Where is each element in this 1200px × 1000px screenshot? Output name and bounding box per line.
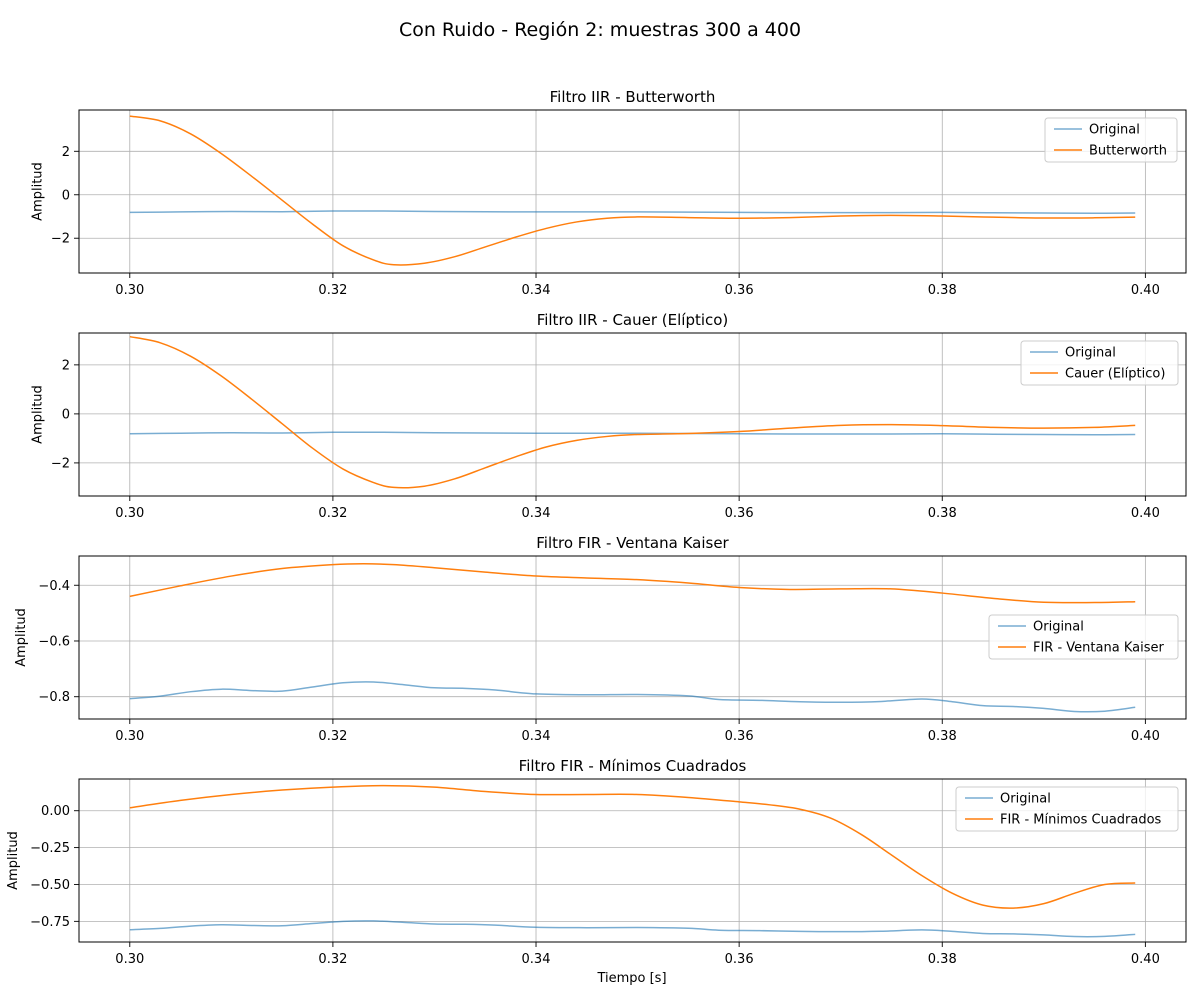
x-tick-label: 0.38 [928, 952, 957, 967]
y-axis-label: Amplitud [31, 385, 46, 444]
legend-box [955, 786, 1179, 832]
x-tick-label: 0.40 [1131, 729, 1160, 744]
subplot-title: Filtro IIR - Butterworth [550, 88, 716, 106]
legend-label: Cauer (Elíptico) [1065, 367, 1165, 382]
figure-suptitle: Con Ruido - Región 2: muestras 300 a 400 [399, 19, 801, 41]
legend-box [1020, 340, 1179, 386]
x-tick-label: 0.32 [318, 729, 347, 744]
legend-box [988, 614, 1179, 660]
legend-label: Original [1065, 346, 1116, 361]
series-line-filtered [129, 784, 1136, 909]
x-tick-label: 0.38 [928, 729, 957, 744]
y-axis-label: Amplitud [6, 831, 21, 890]
y-axis-label: Amplitud [14, 608, 29, 667]
x-tick-label: 0.30 [115, 506, 144, 521]
legend-label: FIR - Ventana Kaiser [1033, 641, 1164, 656]
subplot-title: Filtro FIR - Ventana Kaiser [536, 534, 729, 552]
y-tick-label: 0 [62, 407, 70, 422]
y-tick-label: −2 [51, 232, 70, 247]
legend-label: Original [1000, 792, 1051, 807]
axes-frame [78, 109, 1187, 274]
y-axis-label: Amplitud [31, 162, 46, 221]
legend: Original Cauer (Elíptico) [1020, 340, 1179, 386]
legend-label: Original [1033, 620, 1084, 635]
axes-frame [78, 778, 1187, 943]
x-tick-label: 0.34 [522, 506, 551, 521]
subplot-2: 0.30 0.32 0.34 0.36 0.38 0.40 −2 0 2 Filtro IIR -… [31, 311, 1187, 521]
y-tick-label: −0.50 [30, 878, 70, 893]
x-tick-label: 0.36 [725, 506, 754, 521]
legend-label: Original [1089, 123, 1140, 138]
x-tick-label: 0.34 [522, 283, 551, 298]
subplot-4: 0.30 0.32 0.34 0.36 0.38 0.40 −0.75 −0.50 −0.25 0… [6, 757, 1187, 967]
series-line-filtered [129, 335, 1136, 489]
legend: Original FIR - Ventana Kaiser [988, 614, 1179, 660]
axes-frame [78, 555, 1187, 720]
y-tick-label: −0.6 [38, 634, 70, 649]
y-tick-label: 0 [62, 188, 70, 203]
x-tick-label: 0.30 [115, 952, 144, 967]
x-tick-label: 0.32 [318, 283, 347, 298]
y-tick-label: −0.4 [38, 579, 70, 594]
x-tick-label: 0.32 [318, 952, 347, 967]
y-tick-label: −0.8 [38, 690, 70, 705]
y-tick-label: −0.75 [30, 915, 70, 930]
legend: Original Butterworth [1044, 117, 1178, 163]
x-tick-label: 0.36 [725, 283, 754, 298]
series-line-original [129, 681, 1136, 713]
series-line-original [129, 431, 1136, 436]
series-line-filtered [129, 563, 1136, 604]
x-tick-label: 0.34 [522, 952, 551, 967]
y-tick-label: −2 [51, 456, 70, 471]
subplot-title: Filtro FIR - Mínimos Cuadrados [519, 757, 747, 775]
subplots: 0.30 0.32 0.34 0.36 0.38 0.40 −2 0 2 Filtro IIR -… [6, 88, 1187, 967]
x-tick-label: 0.40 [1131, 283, 1160, 298]
subplot-title: Filtro IIR - Cauer (Elíptico) [537, 311, 729, 329]
figure-xlabel: Tiempo [s] [596, 971, 666, 986]
legend: Original FIR - Mínimos Cuadrados [955, 786, 1179, 832]
x-tick-label: 0.32 [318, 506, 347, 521]
x-tick-label: 0.40 [1131, 506, 1160, 521]
x-tick-label: 0.30 [115, 283, 144, 298]
x-tick-label: 0.38 [928, 506, 957, 521]
subplot-3: 0.30 0.32 0.34 0.36 0.38 0.40 −0.8 −0.6 −0.4 Filt… [14, 534, 1187, 744]
y-tick-label: 2 [62, 358, 70, 373]
x-tick-label: 0.34 [522, 729, 551, 744]
x-tick-label: 0.38 [928, 283, 957, 298]
y-tick-label: 2 [62, 145, 70, 160]
series-line-filtered [129, 115, 1136, 266]
x-tick-label: 0.40 [1131, 952, 1160, 967]
x-tick-label: 0.36 [725, 729, 754, 744]
x-tick-label: 0.30 [115, 729, 144, 744]
legend-label: Butterworth [1089, 144, 1167, 159]
y-tick-label: 0.00 [41, 804, 70, 819]
legend-label: FIR - Mínimos Cuadrados [1000, 813, 1162, 828]
x-tick-label: 0.36 [725, 952, 754, 967]
axes-frame [78, 332, 1187, 497]
subplot-1: 0.30 0.32 0.34 0.36 0.38 0.40 −2 0 2 Filtro IIR -… [31, 88, 1187, 298]
y-tick-label: −0.25 [30, 841, 70, 856]
series-line-original [129, 920, 1136, 938]
